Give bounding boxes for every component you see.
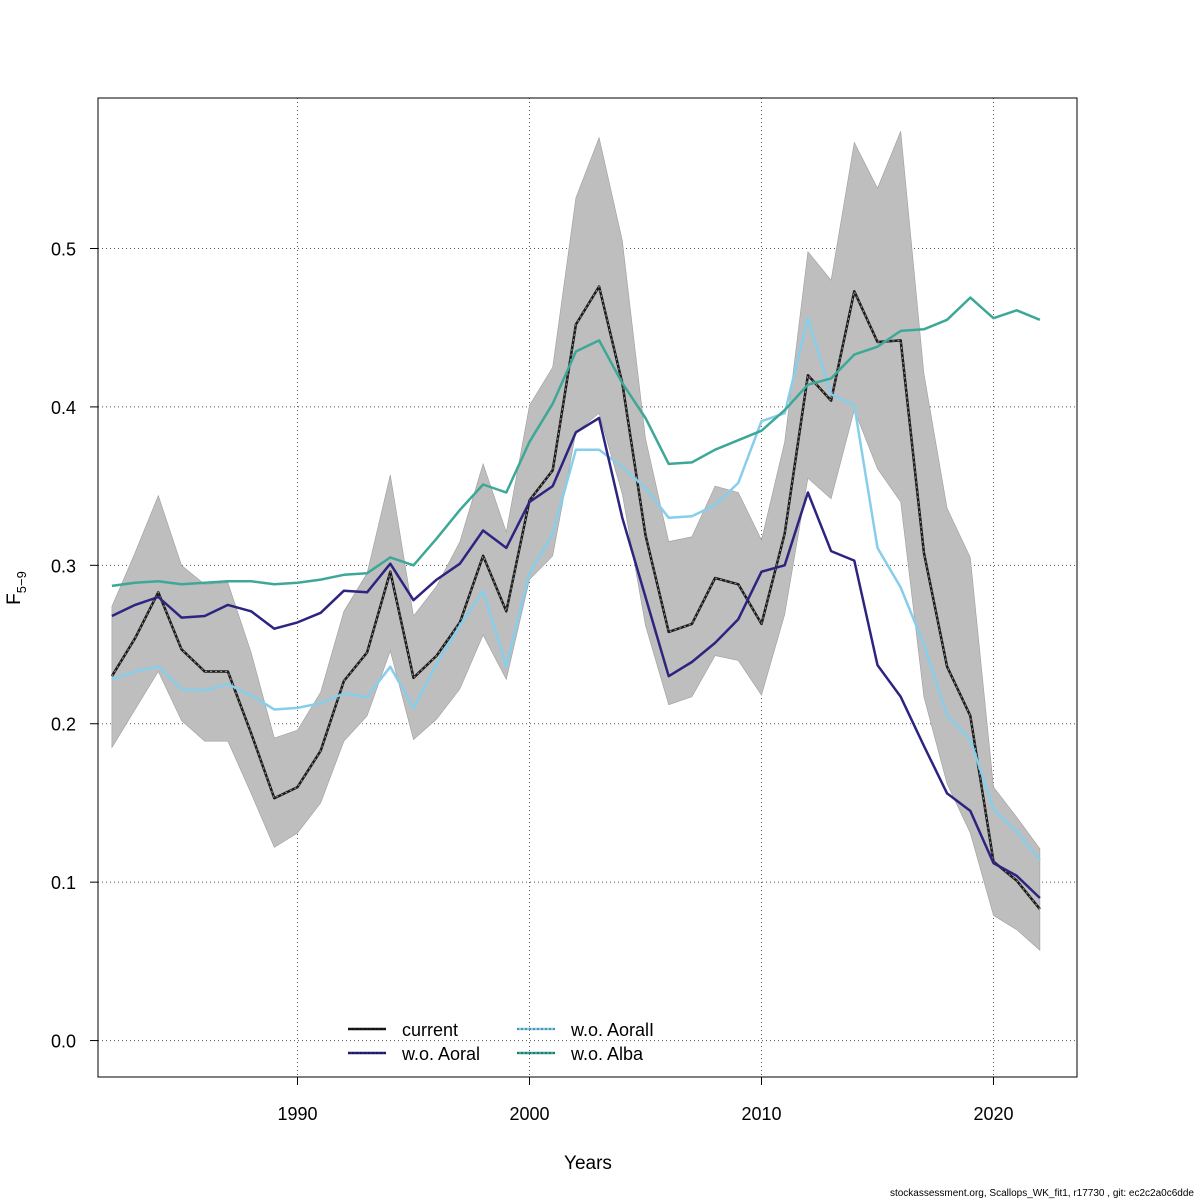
x-axis: 1990 2000 2010 2020 xyxy=(277,1077,1014,1124)
y-tick-label: 0.2 xyxy=(51,715,76,735)
confidence-band xyxy=(111,131,1041,951)
y-tick-label: 0.1 xyxy=(51,873,76,893)
legend: current w.o. Aoral w.o. AoralI w.o. Alba xyxy=(348,1020,654,1064)
legend-label-current: current xyxy=(402,1020,458,1040)
legend-label-w-o-alba: w.o. Alba xyxy=(570,1044,644,1064)
y-tick-label: 0.4 xyxy=(51,398,76,418)
plot-frame xyxy=(97,97,1078,1078)
y-axis-title: F5−9 xyxy=(4,571,29,605)
y-tick-label: 0.3 xyxy=(51,556,76,576)
confidence-band-layer xyxy=(111,131,1041,951)
series-line-w-o-aorali xyxy=(111,316,1041,861)
y-axis: 0.0 0.1 0.2 0.3 0.4 0.5 xyxy=(51,239,98,1052)
series-line-w-o-alba xyxy=(111,296,1041,588)
legend-label-w-o-aoral: w.o. Aoral xyxy=(401,1044,480,1064)
x-tick-label: 2010 xyxy=(741,1104,781,1124)
series-line-w-o-aoral xyxy=(111,416,1041,899)
svg-text:F5−9: F5−9 xyxy=(4,571,29,605)
y-axis-title-main: F xyxy=(4,593,25,605)
x-axis-title: Years xyxy=(564,1153,612,1174)
x-tick-label: 2000 xyxy=(509,1104,549,1124)
x-tick-label: 2020 xyxy=(973,1104,1013,1124)
footer-credit: stockassessment.org, Scallops_WK_fit1, r… xyxy=(890,1188,1194,1199)
y-tick-label: 0.0 xyxy=(51,1032,76,1052)
x-tick-label: 1990 xyxy=(277,1104,317,1124)
y-axis-title-sub: 5−9 xyxy=(14,571,29,593)
series-dash-current xyxy=(111,285,1041,910)
y-tick-label: 0.5 xyxy=(51,239,76,259)
legend-label-w-o-aorali: w.o. AoralI xyxy=(570,1020,654,1040)
series-layer xyxy=(110,285,1041,910)
